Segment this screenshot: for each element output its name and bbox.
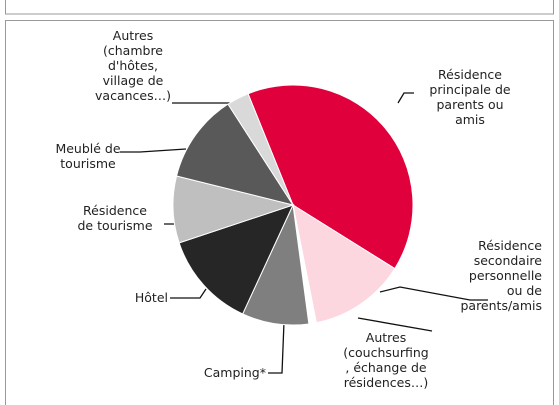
pie-slice: [292, 203, 396, 324]
slice-label: Autres (couchsurfing , échange de réside…: [343, 330, 429, 390]
pie-slice: [178, 204, 294, 315]
slice-label: Résidence principale de parents ou amis: [429, 67, 511, 127]
slice-label: Meublé de tourisme: [55, 141, 121, 171]
header-box: [5, 0, 554, 15]
slice-label: Autres (chambre d'hôtes, village de vaca…: [95, 28, 171, 103]
leader-lines: [120, 92, 488, 374]
pie-slice: [247, 84, 414, 270]
leader-line: [397, 92, 414, 104]
chart-box: [5, 20, 554, 405]
leader-line: [120, 148, 187, 153]
slice-label: Résidence de tourisme: [77, 203, 153, 233]
leader-line: [357, 317, 433, 332]
slice-label: Hôtel: [134, 290, 168, 305]
leader-line: [268, 321, 285, 374]
pie-slice: [175, 103, 295, 206]
pie: [172, 84, 414, 326]
slice-label: Résidence secondaire personnelle ou de p…: [460, 238, 542, 313]
leader-line: [170, 288, 207, 299]
leader-line: [379, 286, 488, 301]
pie-slice: [227, 93, 294, 206]
slice-label: Camping*: [203, 365, 266, 380]
